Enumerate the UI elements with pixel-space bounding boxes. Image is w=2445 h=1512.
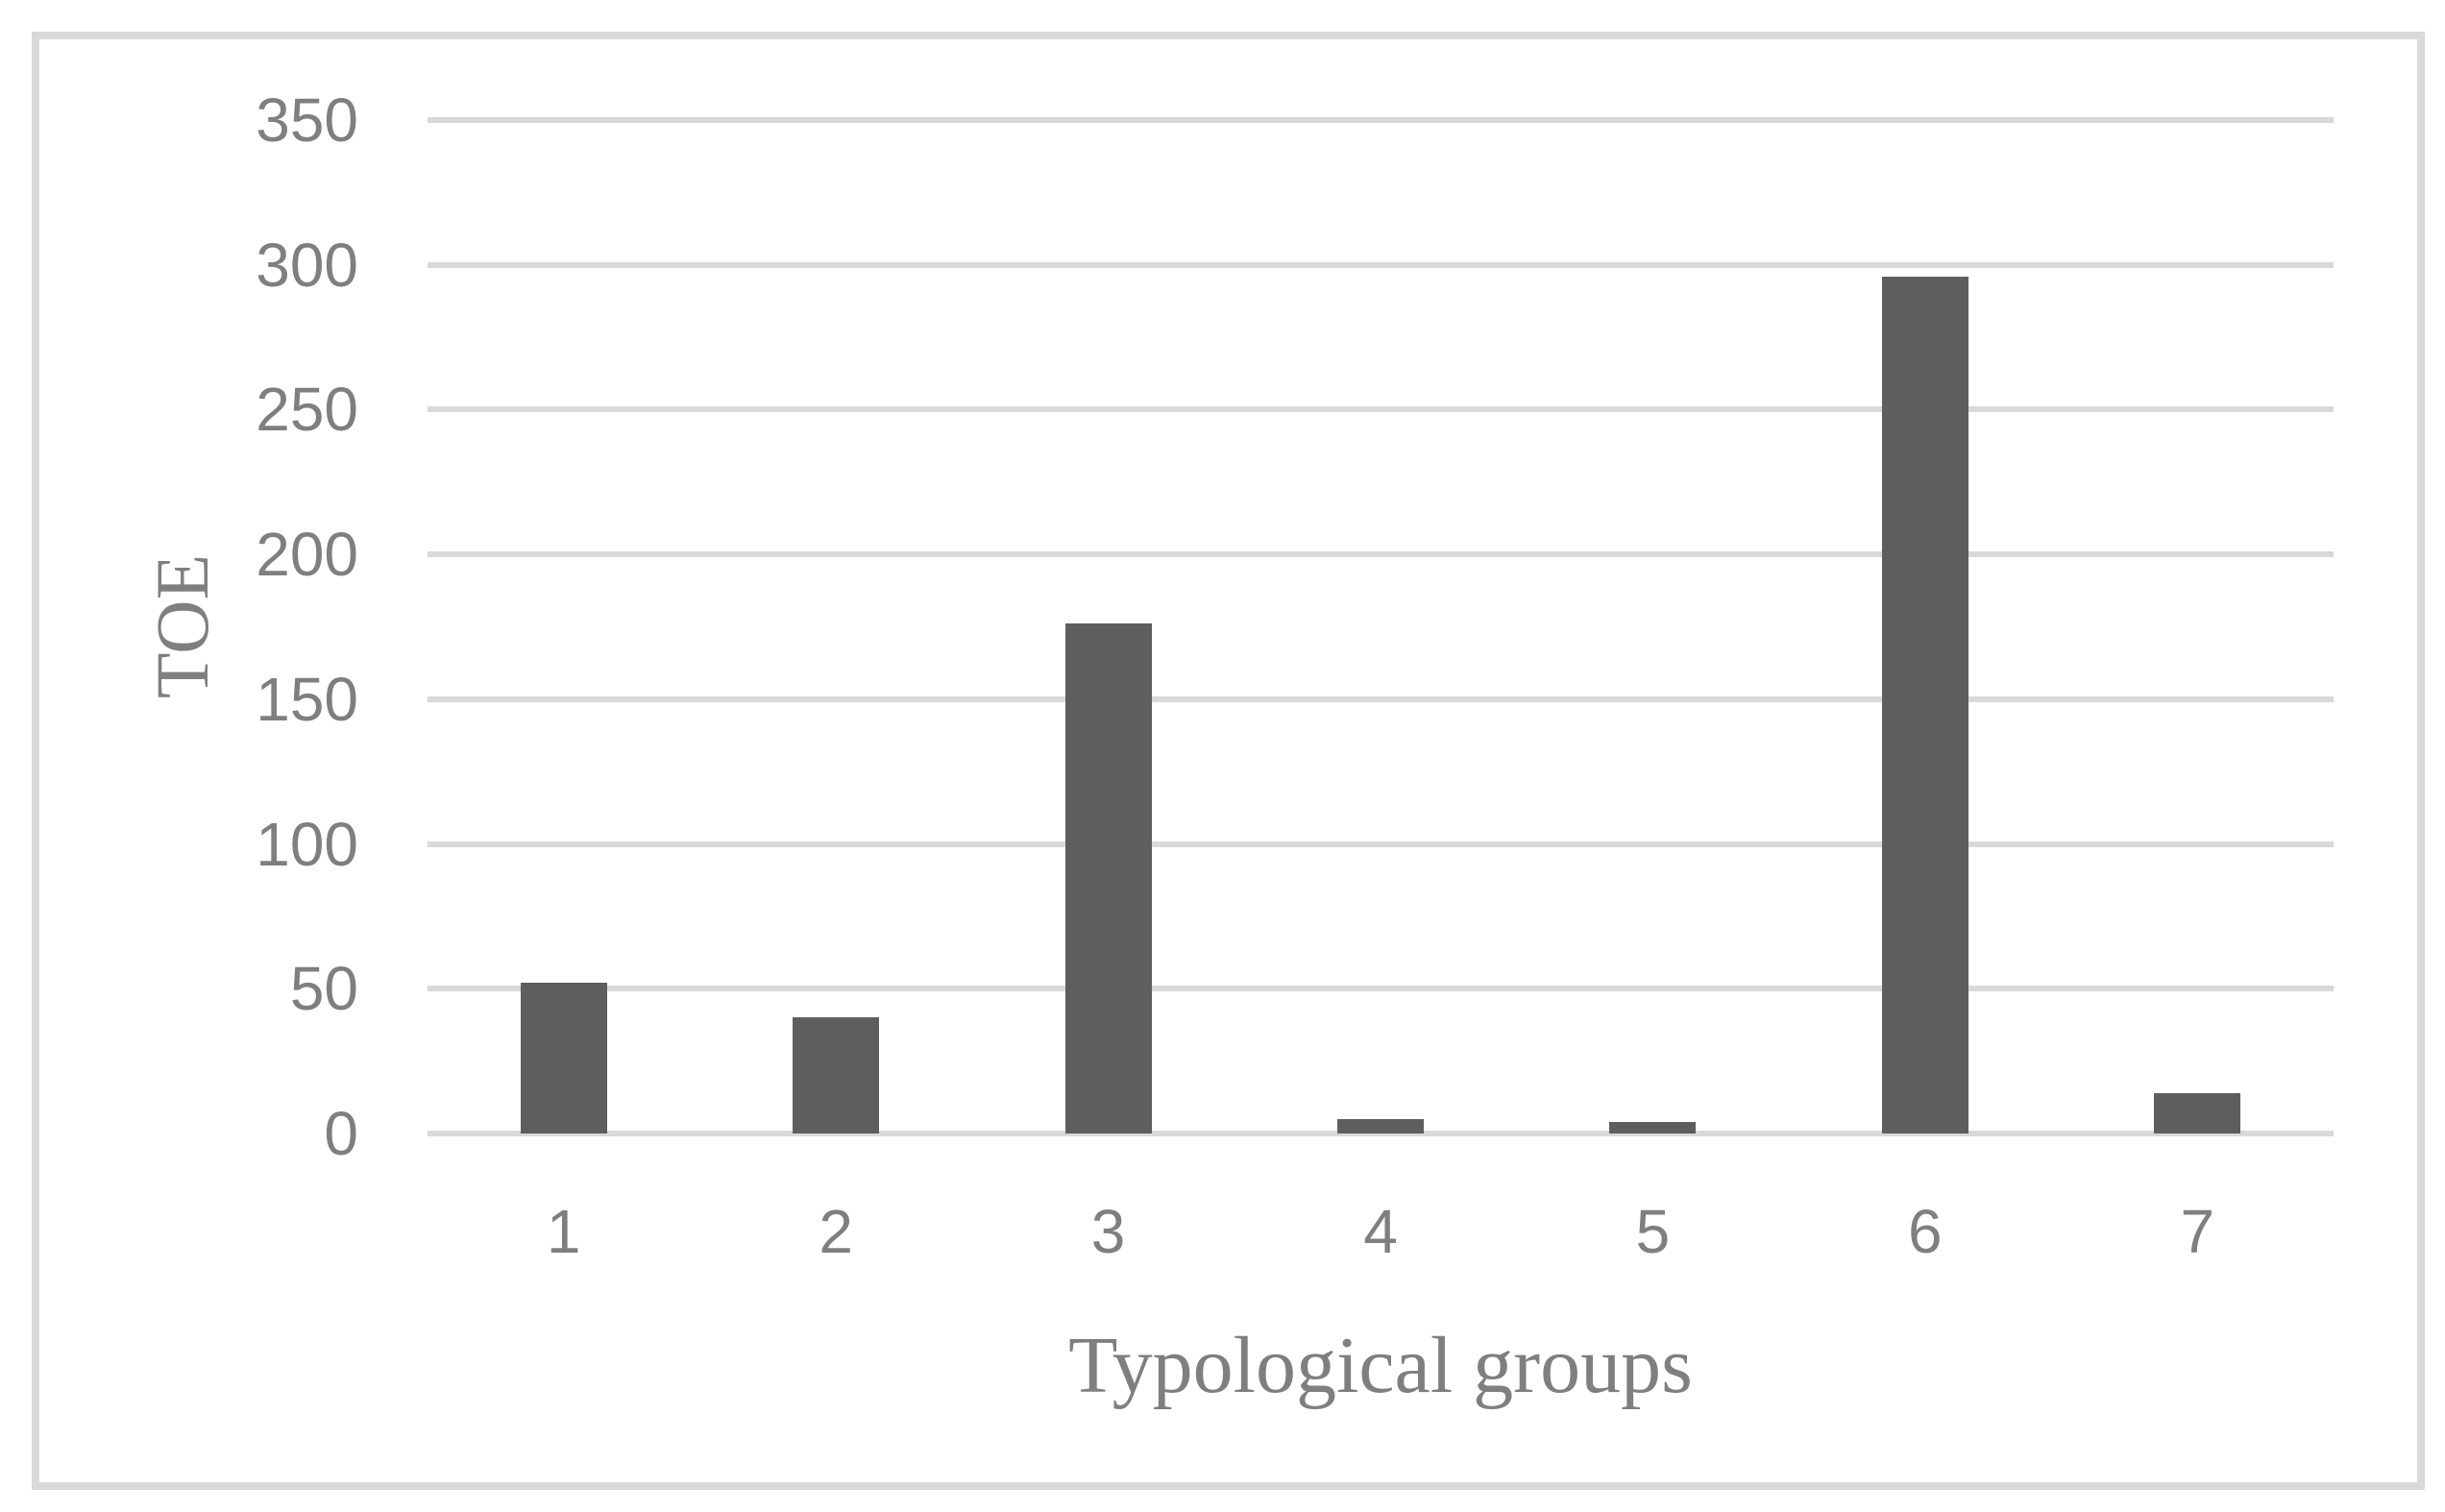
x-tick-label: 3 — [1090, 1197, 1126, 1266]
x-axis-title: Typological groups — [1068, 1321, 1693, 1410]
bar-group-7 — [2154, 1092, 2241, 1134]
x-tick-label: 1 — [546, 1197, 581, 1266]
x-tick-label: 4 — [1363, 1197, 1398, 1266]
gridline — [428, 986, 2334, 992]
gridline — [428, 695, 2334, 702]
gridline — [428, 1131, 2334, 1136]
bar-group-5 — [1609, 1121, 1697, 1134]
y-tick-label: 250 — [256, 375, 358, 445]
y-tick-label: 350 — [256, 85, 358, 155]
gridline — [428, 841, 2334, 847]
y-tick-label: 300 — [256, 230, 358, 300]
y-tick-label: 0 — [324, 1099, 358, 1168]
bar-group-3 — [1064, 623, 1152, 1134]
plot-area — [428, 120, 2334, 1134]
x-tick-label: 6 — [1908, 1197, 1943, 1266]
chart-border — [32, 32, 2425, 1490]
x-tick-label: 2 — [819, 1197, 853, 1266]
gridline — [428, 406, 2334, 413]
y-tick-label: 50 — [289, 954, 358, 1024]
gridline — [428, 551, 2334, 558]
x-tick-label: 5 — [1635, 1197, 1671, 1266]
x-tick-label: 7 — [2180, 1197, 2215, 1266]
gridline — [428, 261, 2334, 268]
y-tick-label: 100 — [256, 809, 358, 879]
bar-group-2 — [793, 1017, 880, 1134]
y-axis-title: TOE — [140, 553, 224, 699]
y-tick-label: 150 — [256, 664, 358, 734]
y-tick-label: 200 — [256, 520, 358, 590]
bar-group-4 — [1337, 1118, 1424, 1134]
bar-group-6 — [1881, 276, 1968, 1134]
bar-group-1 — [520, 983, 607, 1134]
gridline — [428, 117, 2334, 123]
